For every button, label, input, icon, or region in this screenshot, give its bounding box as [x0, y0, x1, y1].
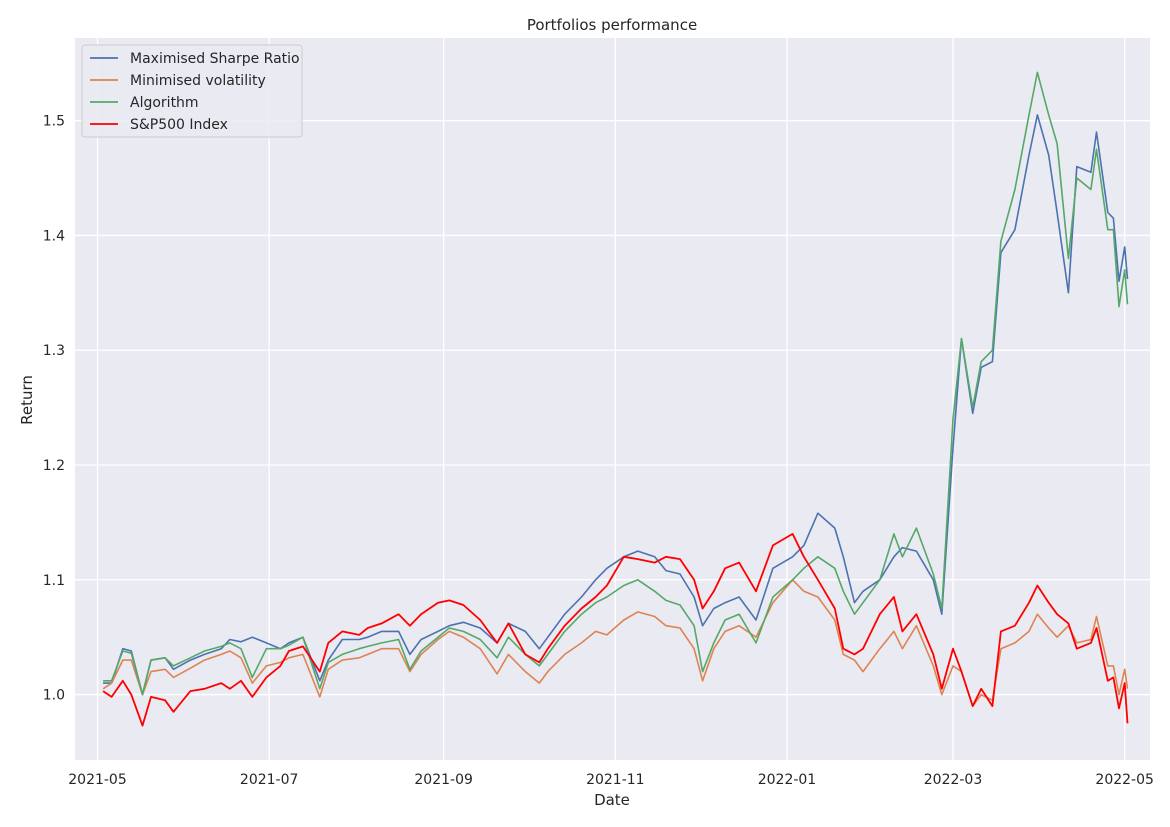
series-line-4: [102, 533, 1129, 727]
x-tick-label: 2022-05: [1095, 772, 1154, 788]
y-tick-label: 1.0: [43, 688, 65, 704]
y-tick-label: 1.4: [43, 228, 65, 244]
series-line-1: [103, 114, 1129, 696]
legend-entry: Algorithm: [130, 95, 199, 111]
x-tick-label: 2021-09: [414, 772, 473, 788]
x-tick-label: 2022-03: [924, 772, 983, 788]
series-lines: [102, 71, 1129, 727]
x-tick-label: 2021-11: [586, 772, 645, 788]
y-tick-label: 1.2: [43, 458, 65, 474]
y-tick-label: 1.5: [43, 114, 65, 130]
x-tick-label: 2022-01: [758, 772, 817, 788]
legend-entry: Minimised volatility: [130, 73, 266, 89]
x-tick-label: 2021-07: [240, 772, 299, 788]
y-tick-label: 1.1: [43, 573, 65, 589]
legend-entry: S&P500 Index: [130, 117, 228, 133]
legend-box: [81, 44, 303, 138]
x-axis-label: Date: [594, 791, 630, 809]
legend: Maximised Sharpe Ratio Minimised volatili…: [81, 44, 303, 138]
y-axis-label: Return: [18, 375, 36, 425]
chart-title: Portfolios performance: [527, 16, 697, 34]
y-axis-ticks: 1.0 1.1 1.2 1.3 1.4 1.5: [43, 114, 65, 704]
plot-area: [75, 38, 1150, 760]
legend-entry: Maximised Sharpe Ratio: [130, 51, 300, 67]
x-tick-label: 2021-05: [68, 772, 127, 788]
y-tick-label: 1.3: [43, 343, 65, 359]
x-axis-ticks: 2021-05 2021-07 2021-09 2021-11 2022-01 2022-…: [68, 772, 1154, 788]
series-line-3: [103, 71, 1129, 696]
series-line-2: [102, 578, 1129, 707]
